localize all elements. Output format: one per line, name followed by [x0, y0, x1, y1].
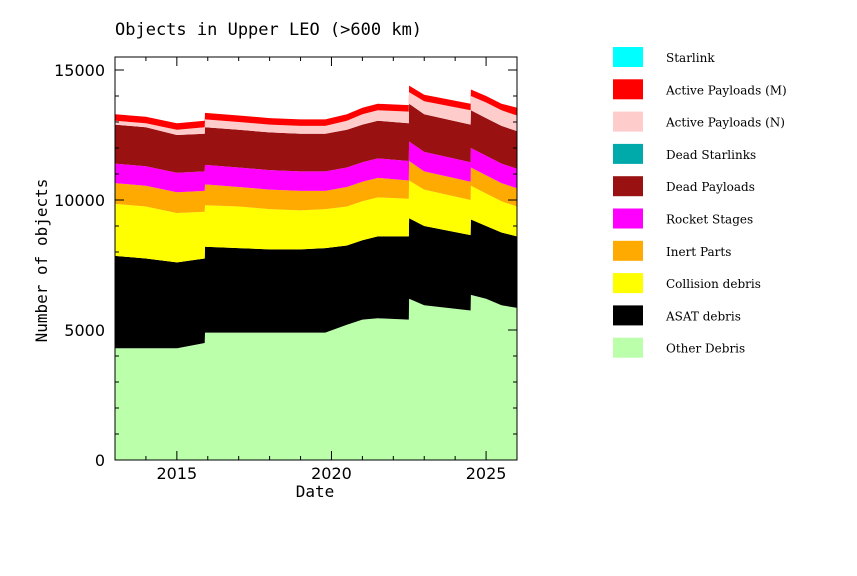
legend: Starlink Active Payloads (M) Active Payloa… [613, 47, 787, 358]
legend-swatch [613, 79, 643, 100]
legend-swatch [613, 337, 643, 358]
x-tick-label: 2025 [466, 464, 507, 483]
area-active-payloads-n [115, 92, 517, 135]
legend-swatch [613, 143, 643, 164]
area-inert-parts [115, 161, 517, 213]
legend-label: Starlink [666, 51, 715, 65]
chart-title: Objects in Upper LEO (>600 km) [115, 20, 422, 40]
y-tick-label: 15000 [54, 61, 105, 80]
legend-label: Active Payloads (M) [665, 83, 787, 97]
stacked-areas [115, 85, 517, 460]
y-tick-label: 5000 [64, 321, 105, 340]
legend-label: Collision debris [666, 277, 761, 291]
legend-swatch [613, 176, 643, 197]
legend-label: Other Debris [666, 342, 745, 356]
legend-label: Active Payloads (N) [665, 116, 785, 130]
legend-swatch [613, 305, 643, 326]
axis-ticks: 0 5000 10000 15000 2015 2020 2025 [54, 57, 518, 483]
plot-frame [114, 56, 518, 461]
area-collision-debris [115, 180, 517, 263]
y-tick-label: 0 [95, 451, 105, 470]
x-axis-label: Date [296, 482, 335, 501]
y-tick-label: 10000 [54, 191, 105, 210]
legend-swatch [613, 273, 643, 294]
area-active-payloads-m [115, 85, 517, 130]
legend-label: Rocket Stages [666, 213, 753, 227]
legend-label: ASAT debris [665, 309, 741, 323]
legend-swatch [613, 240, 643, 261]
x-tick-label: 2015 [156, 464, 197, 483]
legend-swatch [613, 47, 643, 67]
area-asat-debris [115, 218, 517, 349]
area-other-debris [115, 294, 517, 460]
legend-swatch [613, 208, 643, 229]
legend-label: Dead Payloads [666, 180, 755, 194]
legend-label: Inert Parts [666, 245, 731, 259]
area-dead-payloads [115, 103, 517, 173]
area-rocket-stages [115, 141, 517, 193]
legend-swatch [613, 111, 643, 132]
x-tick-label: 2020 [311, 464, 352, 483]
y-axis-label: Number of objects [32, 179, 51, 343]
legend-label: Dead Starlinks [666, 148, 756, 162]
